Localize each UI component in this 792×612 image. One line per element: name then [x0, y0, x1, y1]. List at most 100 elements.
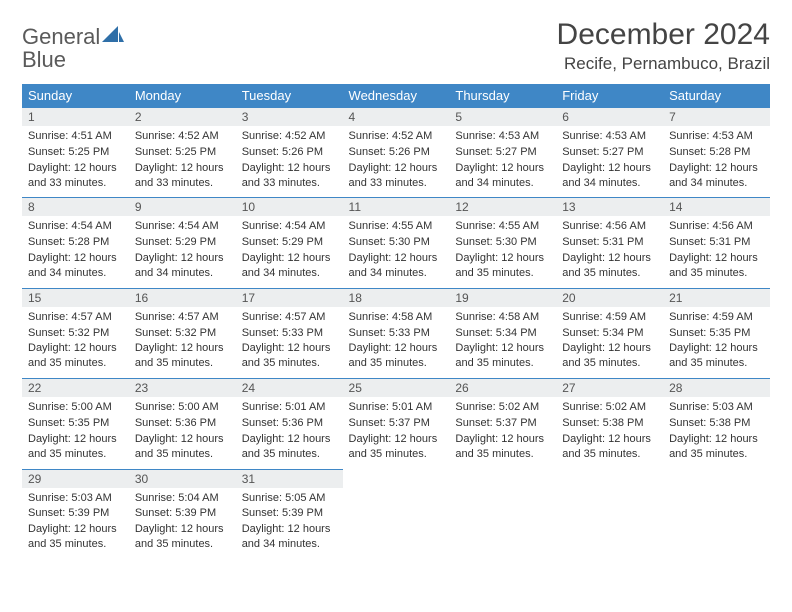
sunset-line: Sunset: 5:28 PM: [28, 235, 123, 250]
daylight-line: Daylight: 12 hours and 35 minutes.: [669, 341, 764, 371]
day-number: 31: [236, 470, 343, 488]
day-number: 5: [449, 108, 556, 126]
daylight-line: Daylight: 12 hours and 35 minutes.: [135, 432, 230, 462]
sunset-line: Sunset: 5:31 PM: [562, 235, 657, 250]
daylight-line: Daylight: 12 hours and 34 minutes.: [455, 161, 550, 191]
logo-word2: Blue: [22, 47, 66, 72]
daylight-line: Daylight: 12 hours and 35 minutes.: [562, 432, 657, 462]
daylight-line: Daylight: 12 hours and 34 minutes.: [349, 251, 444, 281]
day-number: 28: [663, 379, 770, 397]
sunset-line: Sunset: 5:34 PM: [455, 326, 550, 341]
sunset-line: Sunset: 5:37 PM: [455, 416, 550, 431]
calendar-day-cell: 13Sunrise: 4:56 AMSunset: 5:31 PMDayligh…: [556, 198, 663, 288]
day-details: Sunrise: 5:01 AMSunset: 5:36 PMDaylight:…: [236, 397, 343, 468]
day-number: 2: [129, 108, 236, 126]
daylight-line: Daylight: 12 hours and 35 minutes.: [669, 251, 764, 281]
day-details: Sunrise: 4:54 AMSunset: 5:29 PMDaylight:…: [236, 216, 343, 287]
day-details: Sunrise: 4:57 AMSunset: 5:33 PMDaylight:…: [236, 307, 343, 378]
day-details: Sunrise: 4:53 AMSunset: 5:27 PMDaylight:…: [556, 126, 663, 197]
day-details: Sunrise: 4:57 AMSunset: 5:32 PMDaylight:…: [22, 307, 129, 378]
day-number: 17: [236, 289, 343, 307]
daylight-line: Daylight: 12 hours and 34 minutes.: [242, 251, 337, 281]
sunrise-line: Sunrise: 5:00 AM: [28, 400, 123, 415]
day-details: Sunrise: 4:58 AMSunset: 5:34 PMDaylight:…: [449, 307, 556, 378]
sunrise-line: Sunrise: 4:55 AM: [455, 219, 550, 234]
day-details: Sunrise: 4:52 AMSunset: 5:26 PMDaylight:…: [343, 126, 450, 197]
day-number: 12: [449, 198, 556, 216]
day-details: Sunrise: 4:59 AMSunset: 5:34 PMDaylight:…: [556, 307, 663, 378]
day-details: Sunrise: 4:55 AMSunset: 5:30 PMDaylight:…: [449, 216, 556, 287]
day-details: Sunrise: 4:54 AMSunset: 5:28 PMDaylight:…: [22, 216, 129, 287]
day-number: 4: [343, 108, 450, 126]
calendar-day-cell: 16 Sunrise: 4:57 AMSunset: 5:32 PMDayligh…: [129, 288, 236, 378]
calendar-day-cell: 9Sunrise: 4:54 AMSunset: 5:29 PMDaylight…: [129, 198, 236, 288]
sunrise-line: Sunrise: 4:51 AM: [28, 129, 123, 144]
calendar-week-row: 22Sunrise: 5:00 AMSunset: 5:35 PMDayligh…: [22, 379, 770, 469]
weekday-header: Wednesday: [343, 84, 450, 108]
sunset-line: Sunset: 5:32 PM: [135, 326, 230, 341]
daylight-line: Daylight: 12 hours and 35 minutes.: [455, 341, 550, 371]
sunrise-line: Sunrise: 4:55 AM: [349, 219, 444, 234]
daylight-line: Daylight: 12 hours and 35 minutes.: [28, 341, 123, 371]
daylight-line: Daylight: 12 hours and 35 minutes.: [562, 251, 657, 281]
weekday-header: Sunday: [22, 84, 129, 108]
sunrise-line: Sunrise: 4:56 AM: [669, 219, 764, 234]
sunset-line: Sunset: 5:33 PM: [242, 326, 337, 341]
day-number: 15: [22, 289, 129, 307]
sunrise-line: Sunrise: 5:04 AM: [135, 491, 230, 506]
sunrise-line: Sunrise: 4:52 AM: [135, 129, 230, 144]
day-number: 23: [129, 379, 236, 397]
day-details: Sunrise: 4:52 AMSunset: 5:26 PMDaylight:…: [236, 126, 343, 197]
sunset-line: Sunset: 5:26 PM: [242, 145, 337, 160]
day-details: Sunrise: 4:59 AMSunset: 5:35 PMDaylight:…: [663, 307, 770, 378]
day-details: Sunrise: 5:02 AMSunset: 5:38 PMDaylight:…: [556, 397, 663, 468]
weekday-header: Friday: [556, 84, 663, 108]
day-details: Sunrise: 5:03 AMSunset: 5:39 PMDaylight:…: [22, 488, 129, 559]
day-number: 9: [129, 198, 236, 216]
daylight-line: Daylight: 12 hours and 35 minutes.: [28, 522, 123, 552]
day-number: 19: [449, 289, 556, 307]
sunrise-line: Sunrise: 4:57 AM: [135, 310, 230, 325]
day-number: 14: [663, 198, 770, 216]
calendar-day-cell: 31Sunrise: 5:05 AMSunset: 5:39 PMDayligh…: [236, 469, 343, 559]
day-number: 25: [343, 379, 450, 397]
daylight-line: Daylight: 12 hours and 35 minutes.: [135, 522, 230, 552]
day-number: 3: [236, 108, 343, 126]
calendar-empty-cell: [343, 469, 450, 559]
sunset-line: Sunset: 5:39 PM: [242, 506, 337, 521]
sunset-line: Sunset: 5:38 PM: [562, 416, 657, 431]
day-number: 6: [556, 108, 663, 126]
daylight-line: Daylight: 12 hours and 34 minutes.: [562, 161, 657, 191]
sunset-line: Sunset: 5:38 PM: [669, 416, 764, 431]
calendar-day-cell: 27Sunrise: 5:02 AMSunset: 5:38 PMDayligh…: [556, 379, 663, 469]
day-number: 16: [129, 289, 236, 307]
daylight-line: Daylight: 12 hours and 33 minutes.: [28, 161, 123, 191]
sunrise-line: Sunrise: 4:59 AM: [669, 310, 764, 325]
day-details: Sunrise: 5:01 AMSunset: 5:37 PMDaylight:…: [343, 397, 450, 468]
sunrise-line: Sunrise: 5:03 AM: [669, 400, 764, 415]
sunrise-line: Sunrise: 5:03 AM: [28, 491, 123, 506]
daylight-line: Daylight: 12 hours and 35 minutes.: [455, 251, 550, 281]
calendar-day-cell: 7Sunrise: 4:53 AMSunset: 5:28 PMDaylight…: [663, 108, 770, 198]
day-number: 20: [556, 289, 663, 307]
daylight-line: Daylight: 12 hours and 33 minutes.: [349, 161, 444, 191]
sunrise-line: Sunrise: 5:05 AM: [242, 491, 337, 506]
sunrise-line: Sunrise: 4:53 AM: [562, 129, 657, 144]
weekday-header: Monday: [129, 84, 236, 108]
calendar-day-cell: 11Sunrise: 4:55 AMSunset: 5:30 PMDayligh…: [343, 198, 450, 288]
calendar-empty-cell: [556, 469, 663, 559]
logo: General Blue: [22, 26, 124, 72]
calendar-day-cell: 23Sunrise: 5:00 AMSunset: 5:36 PMDayligh…: [129, 379, 236, 469]
day-details: Sunrise: 4:56 AMSunset: 5:31 PMDaylight:…: [663, 216, 770, 287]
daylight-line: Daylight: 12 hours and 35 minutes.: [135, 341, 230, 371]
calendar-day-cell: 17Sunrise: 4:57 AMSunset: 5:33 PMDayligh…: [236, 288, 343, 378]
daylight-line: Daylight: 12 hours and 35 minutes.: [242, 341, 337, 371]
calendar-day-cell: 10Sunrise: 4:54 AMSunset: 5:29 PMDayligh…: [236, 198, 343, 288]
daylight-line: Daylight: 12 hours and 35 minutes.: [349, 432, 444, 462]
sunset-line: Sunset: 5:29 PM: [242, 235, 337, 250]
day-details: Sunrise: 5:05 AMSunset: 5:39 PMDaylight:…: [236, 488, 343, 559]
day-number: 7: [663, 108, 770, 126]
day-number: 26: [449, 379, 556, 397]
sunrise-line: Sunrise: 4:52 AM: [242, 129, 337, 144]
calendar-day-cell: 1Sunrise: 4:51 AMSunset: 5:25 PMDaylight…: [22, 108, 129, 198]
